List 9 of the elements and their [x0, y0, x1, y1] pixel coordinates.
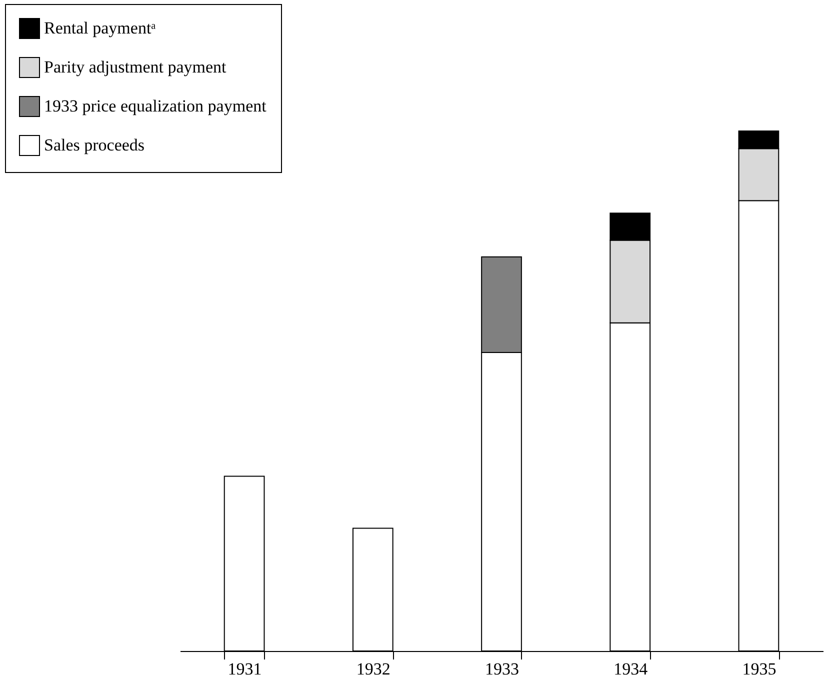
- legend-label: Rental paymentᵃ: [44, 18, 156, 38]
- legend-label: Sales proceeds: [44, 136, 145, 154]
- x-tick-label: 1931: [228, 660, 262, 678]
- x-tick-label: 1934: [614, 660, 648, 678]
- x-tick-label: 1932: [356, 660, 390, 678]
- legend-label: Parity adjustment payment: [44, 58, 227, 76]
- x-tick-label: 1933: [485, 660, 519, 678]
- legend-label: 1933 price equalization payment: [44, 96, 267, 116]
- x-tick-label: 1935: [742, 660, 776, 678]
